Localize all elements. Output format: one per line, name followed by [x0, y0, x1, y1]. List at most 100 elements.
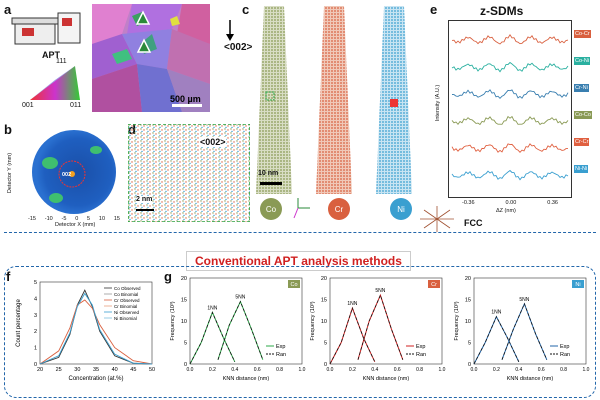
sdm-line-cr-cr	[451, 143, 568, 153]
f-xtick: 20	[37, 367, 43, 373]
g-peak-label: 1NN	[491, 310, 501, 316]
g-ytick: 5	[324, 341, 327, 347]
g-xtick: 0.6	[254, 367, 261, 373]
arrow-down-icon	[226, 20, 234, 41]
sdm-line-ni-ni	[451, 169, 569, 181]
g-exp-5nn	[357, 293, 404, 360]
g-ylabel: Frequency (10³)	[170, 301, 176, 340]
f-legend-entry: Ni Observed	[114, 310, 140, 315]
g-ytick: 20	[465, 276, 471, 282]
g-exp-1nn	[473, 315, 520, 365]
g-ytick: 10	[321, 319, 327, 325]
panel-b-label: b	[4, 122, 12, 137]
f-xlabel: Concentration (at.%)	[68, 376, 123, 382]
apt-title: APT	[42, 50, 60, 60]
sdm-plot	[448, 20, 572, 198]
g-xtick: 0.6	[394, 367, 401, 373]
sdm-line-co-cr	[451, 33, 569, 45]
f-ytick: 1	[34, 346, 37, 352]
chart-g-cr: 0 5 10 15 20 0.0 0.2 0.4 0.6 0.8 1.0 KNN distance (…	[310, 276, 446, 382]
g-xtick: 0.2	[493, 367, 500, 373]
ipf-001: 001	[22, 102, 34, 109]
det-xtick: -10	[44, 216, 53, 222]
panel-e-label: e	[430, 2, 438, 17]
f-series-co-observed	[39, 289, 153, 365]
tip-scalebar: 10 nm	[258, 170, 279, 177]
g-ran-5nn	[501, 302, 548, 360]
f-ytick: 3	[34, 313, 37, 319]
sdm-line-co-ni	[451, 61, 569, 73]
f-series-ni-observed	[39, 292, 153, 365]
f-ytick: 5	[34, 280, 37, 286]
g-ran-1nn	[189, 311, 236, 365]
g-xlabel: KNN distance (nm)	[223, 376, 270, 382]
detector-hit-map	[32, 130, 116, 214]
ebsd-map	[92, 4, 210, 112]
g-element-badge	[572, 280, 584, 288]
ipf-011: 011	[70, 102, 82, 109]
f-legend-entry: Ni Binomial	[114, 316, 137, 321]
det-xticks: -15 -10 -5 0 5 10 15	[28, 216, 120, 222]
g-ran-5nn	[217, 300, 264, 360]
element-badge-co: Co	[260, 198, 282, 220]
sdm-line-co-co	[451, 115, 569, 126]
fcc-lattice-icon	[420, 206, 454, 232]
g-legend-ran: Ran	[560, 352, 570, 358]
g-xtick: 0.8	[416, 367, 423, 373]
g-xtick: 0.4	[371, 367, 378, 373]
g-ytick: 10	[181, 319, 187, 325]
sdm-xticks: -0.36 0.00 0.36	[462, 200, 558, 206]
g-ytick: 5	[184, 341, 187, 347]
g-element-label: Cr	[431, 282, 437, 288]
f-legend-entry: Cr Binomial	[114, 304, 137, 309]
sdm-xtick: 0.36	[547, 200, 558, 206]
g-ytick: 0	[184, 362, 187, 368]
g-exp-1nn	[329, 306, 376, 365]
sdm-ylabel: Intensity (A.U.)	[435, 84, 442, 122]
ebsd-scalebar: 500 µm	[170, 94, 201, 104]
sdm-xtick: 0.00	[505, 200, 517, 206]
g-xtick: 0.0	[187, 367, 194, 373]
g-peak-label: 5NN	[519, 297, 529, 303]
g-xtick: 0.6	[538, 367, 545, 373]
sdm-title: z-SDMs	[480, 4, 524, 18]
divider	[4, 232, 596, 233]
g-xtick: 0.8	[560, 367, 567, 373]
pair-co-cr: Co-Cr	[574, 30, 591, 38]
f-ytick: 4	[34, 296, 37, 302]
g-peak-label: 5NN	[235, 295, 245, 301]
panel-g-label: g	[164, 269, 172, 284]
pair-co-co: Co-Co	[574, 111, 592, 119]
g-element-badge	[288, 280, 300, 288]
g-xtick: 0.0	[327, 367, 334, 373]
f-ytick: 0	[34, 362, 37, 368]
g-legend-exp: Exp	[276, 344, 285, 350]
chart-g-ni: 0 5 10 15 20 0.0 0.2 0.4 0.6 0.8 1.0 KNN distance (…	[454, 276, 590, 382]
g-axes	[473, 277, 587, 365]
f-axes	[39, 281, 153, 365]
g-exp-5nn	[217, 300, 264, 360]
g-ran-5nn	[357, 294, 404, 360]
g-xtick: 0.0	[471, 367, 478, 373]
f-legend-entry: Co Observed	[114, 286, 141, 291]
det-xtick: 5	[87, 216, 91, 222]
g-ylabel: Frequency (10³)	[454, 301, 460, 340]
ipf-triangle	[30, 66, 80, 100]
f-series-cr-observed	[39, 299, 153, 365]
g-peak-label: 1NN	[347, 301, 357, 307]
slice-scalebar: 2 nm	[136, 196, 153, 203]
f-legend-entry: Cr Observed	[114, 298, 140, 303]
g-ran-1nn	[473, 315, 520, 365]
atom-probe-tips	[256, 6, 412, 194]
g-ytick: 0	[468, 362, 471, 368]
g-element-label: Co	[290, 282, 297, 288]
tip-direction: <002>	[224, 42, 253, 53]
f-xtick: 25	[56, 367, 62, 373]
g-exp-1nn	[189, 311, 236, 365]
g-ytick: 15	[181, 298, 187, 304]
f-xtick: 30	[74, 367, 80, 373]
slice-direction: <002>	[200, 137, 226, 147]
g-xtick: 1.0	[439, 367, 446, 373]
g-xlabel: KNN distance (nm)	[363, 376, 410, 382]
